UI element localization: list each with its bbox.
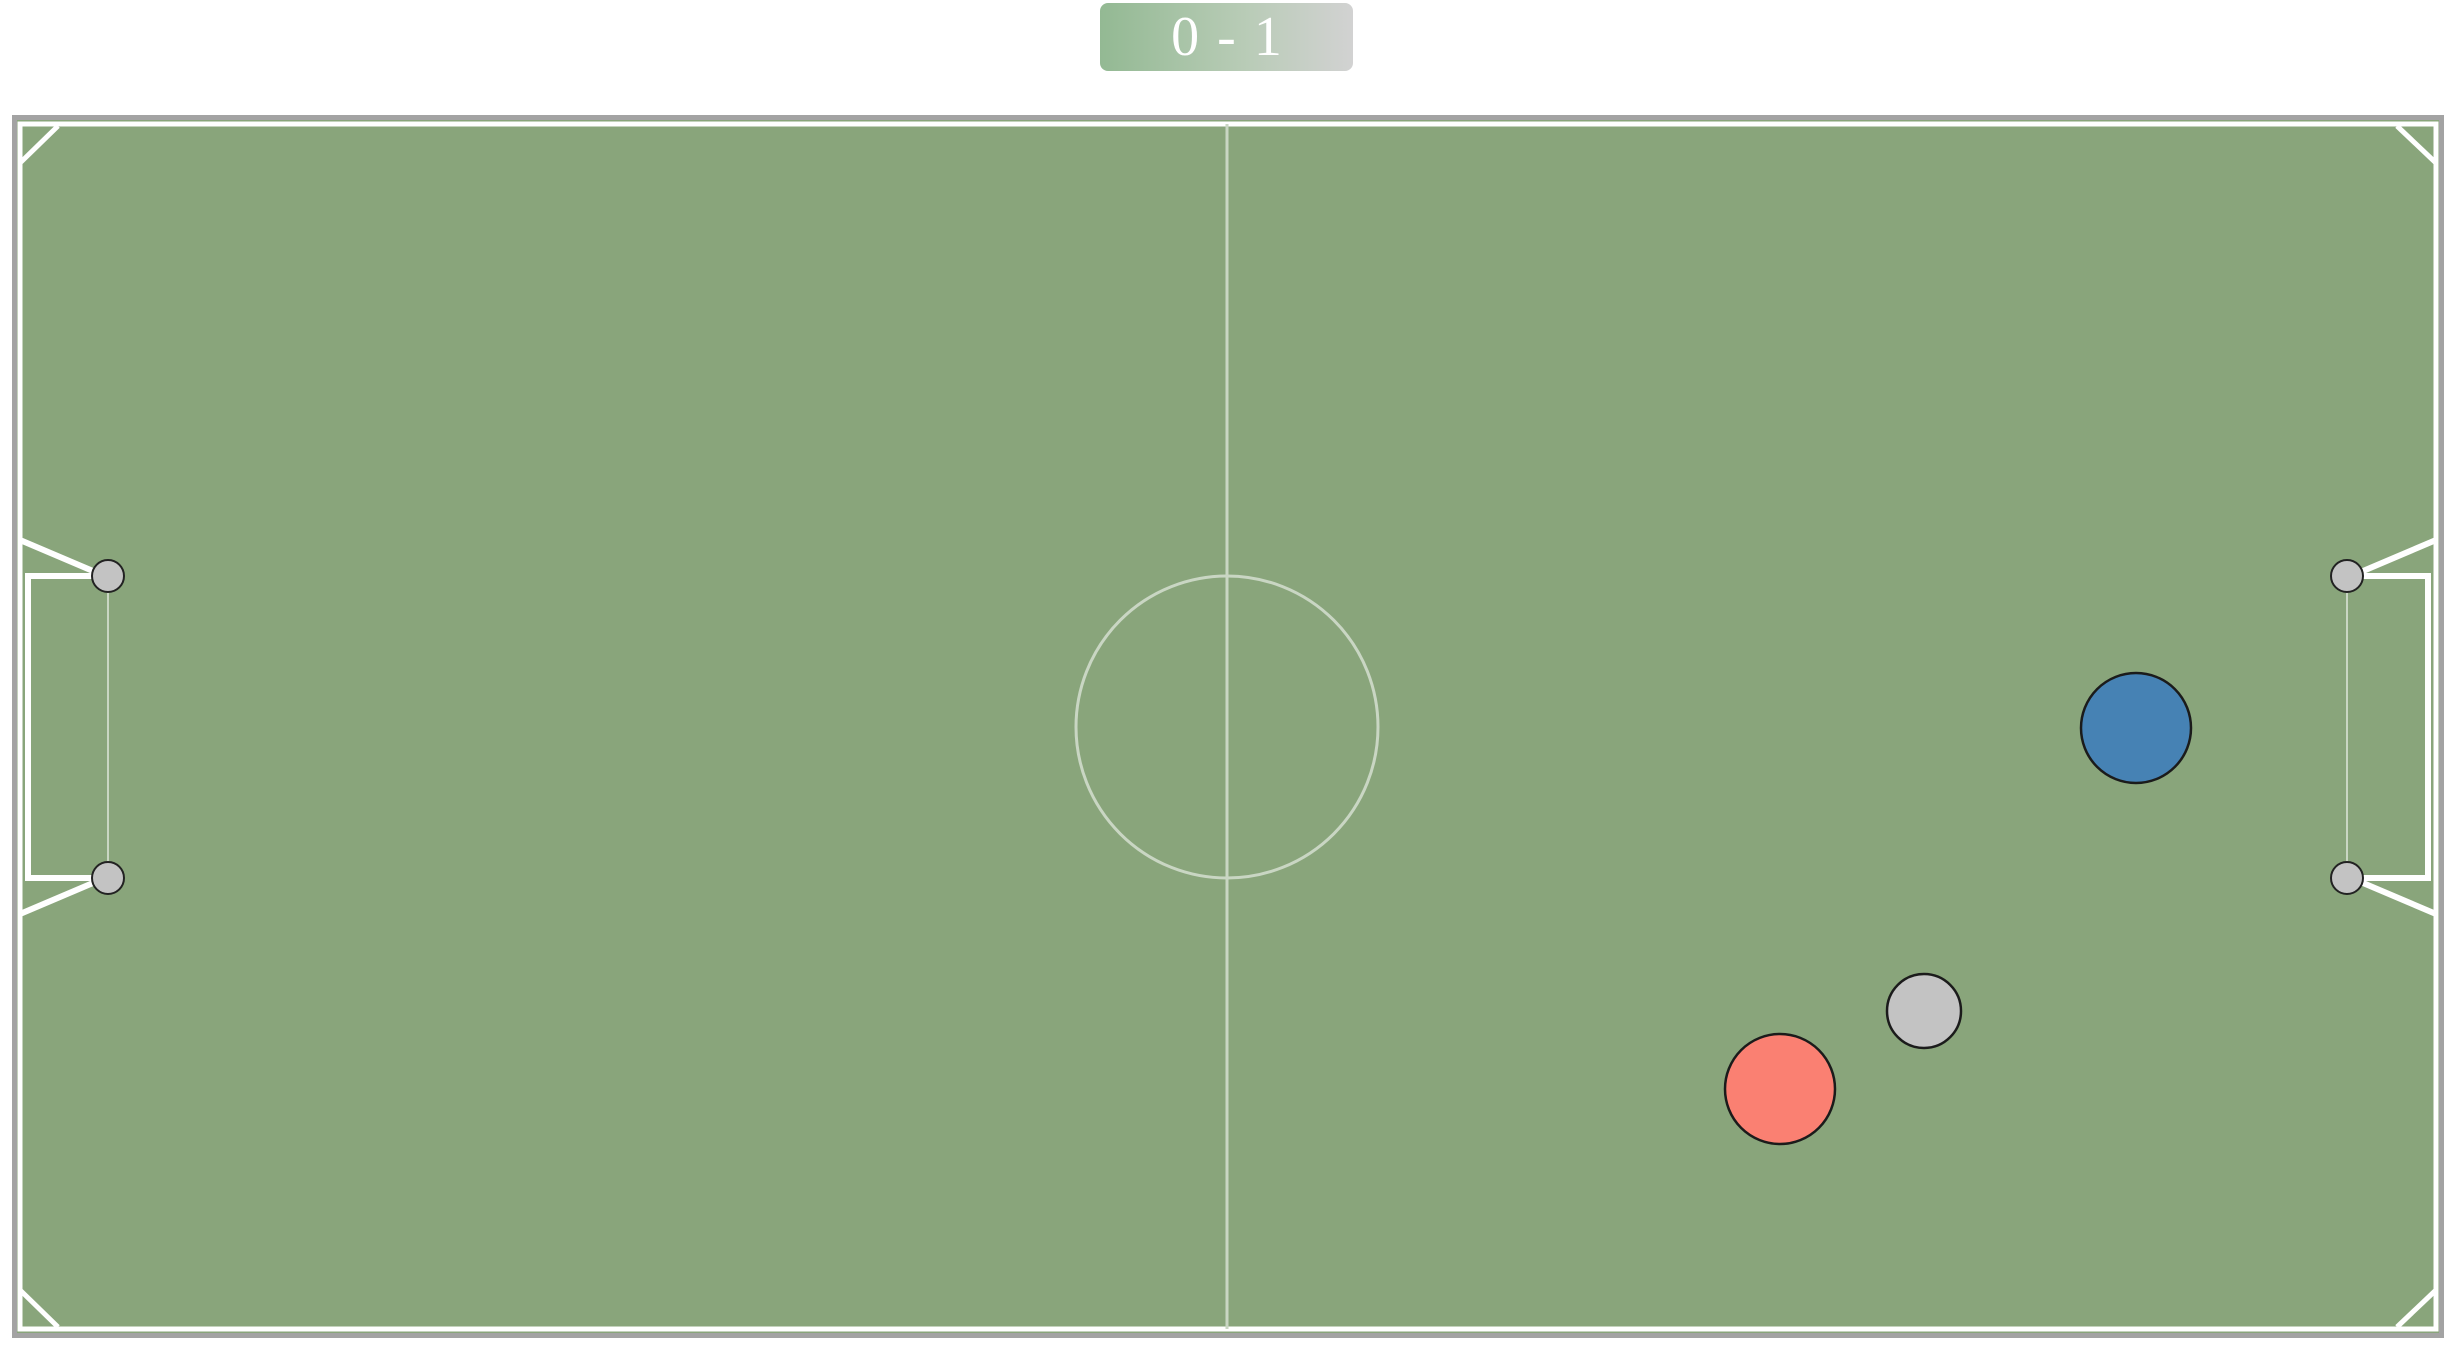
corner-bottom-left bbox=[18, 1288, 60, 1329]
center-circle bbox=[1074, 574, 1380, 880]
corner-bottom-right bbox=[2395, 1288, 2438, 1329]
left-goal-net bbox=[25, 573, 108, 881]
scoreboard: 0 - 1 bbox=[1100, 3, 1353, 71]
left-goal-post-top bbox=[91, 559, 125, 593]
left-goal-bottom-flare bbox=[18, 877, 102, 917]
corner-top-left bbox=[18, 124, 60, 165]
right-goal bbox=[2330, 537, 2438, 917]
corner-top-right bbox=[2395, 124, 2438, 165]
right-goal-top-flare bbox=[2354, 537, 2438, 577]
right-goal-post-top bbox=[2330, 559, 2364, 593]
left-goal-top-flare bbox=[18, 537, 102, 577]
blue-player[interactable] bbox=[2079, 671, 2193, 785]
left-goal-post-bottom bbox=[91, 861, 125, 895]
right-goal-net bbox=[2347, 573, 2431, 881]
score-separator: - bbox=[1217, 6, 1236, 68]
red-player[interactable] bbox=[1723, 1032, 1837, 1146]
right-goal-post-bottom bbox=[2330, 861, 2364, 895]
left-goal bbox=[18, 537, 125, 917]
away-score: 1 bbox=[1253, 6, 1282, 68]
right-goal-bottom-flare bbox=[2354, 877, 2438, 917]
ball[interactable] bbox=[1885, 972, 1963, 1050]
corner-marks bbox=[18, 124, 2438, 1329]
home-score: 0 bbox=[1171, 6, 1200, 68]
